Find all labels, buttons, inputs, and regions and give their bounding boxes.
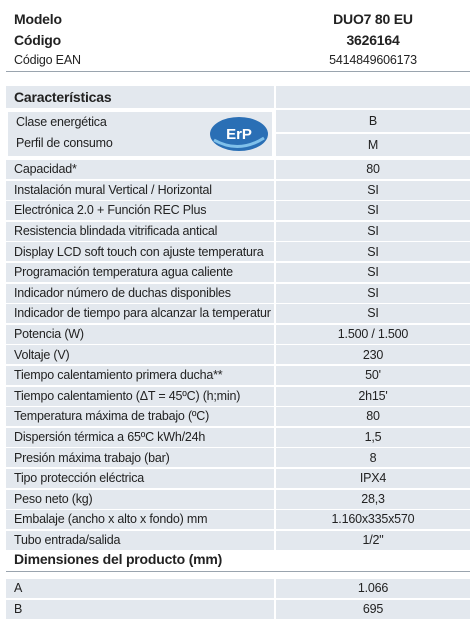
label: Código EAN (14, 53, 81, 68)
value: 50' (276, 366, 470, 385)
label: Embalaje (ancho x alto x fondo) mm (6, 510, 274, 530)
erp-logo: ErP (210, 117, 268, 151)
section-band (276, 86, 470, 108)
value: SI (276, 201, 470, 221)
value: 5414849606173 (329, 53, 417, 68)
value: 8 (276, 448, 470, 468)
divider (6, 71, 470, 72)
label: Tipo protección eléctrica (6, 469, 274, 488)
logo-text: ErP (226, 126, 252, 143)
value: 80 (276, 407, 470, 427)
value: B (276, 110, 470, 132)
value: DUO7 80 EU (333, 10, 413, 27)
value: SI (276, 242, 470, 262)
value: SI (276, 304, 470, 324)
value: 1.500 / 1.500 (276, 324, 470, 344)
label: Dispersión térmica a 65ºC kWh/24h (6, 427, 274, 447)
section-title: Dimensiones del producto (mm) (14, 551, 223, 567)
label: Presión máxima trabajo (bar) (6, 448, 274, 468)
label: Tiempo calentamiento primera ducha** (6, 366, 274, 385)
label: Código (14, 31, 62, 48)
value: SI (276, 263, 470, 282)
value: SI (276, 221, 470, 241)
label: Capacidad* (6, 160, 274, 179)
value: 1/2" (276, 530, 470, 550)
value: SI (276, 283, 470, 303)
label: Clase energética (16, 115, 107, 130)
label: B (6, 600, 274, 619)
label: Resistencia blindada vitrificada antical (6, 221, 274, 241)
label: A (6, 579, 274, 598)
divider (6, 571, 470, 572)
label: Instalación mural Vertical / Horizontal (6, 180, 274, 200)
label: Perfil de consumo (16, 136, 113, 151)
label: Temperatura máxima de trabajo (ºC) (6, 407, 274, 427)
value: SI (276, 180, 470, 200)
label: Tiempo calentamiento (ΔT = 45ºC) (h;min) (6, 386, 274, 406)
label: Potencia (W) (6, 324, 274, 344)
value: IPX4 (276, 469, 470, 488)
label: Modelo (14, 10, 62, 27)
label: Indicador de tiempo para alcanzar la tem… (6, 304, 274, 324)
value: 695 (276, 600, 470, 619)
label: Peso neto (kg) (6, 489, 274, 509)
label: Electrónica 2.0 + Función REC Plus (6, 201, 274, 221)
value: 2h15' (276, 386, 470, 406)
value: 230 (276, 345, 470, 365)
label: Voltaje (V) (6, 345, 274, 365)
value: 3626164 (346, 31, 400, 48)
value: 1,5 (276, 427, 470, 447)
value: 28,3 (276, 489, 470, 509)
value: 1.160x335x570 (276, 510, 470, 530)
value: M (276, 134, 470, 156)
label: Display LCD soft touch con ajuste temper… (6, 242, 274, 262)
label: Programación temperatura agua caliente (6, 263, 274, 282)
value: 80 (276, 160, 470, 179)
value: 1.066 (276, 579, 470, 598)
label: Tubo entrada/salida (6, 530, 274, 550)
label: Indicador número de duchas disponibles (6, 283, 274, 303)
section-title: Características (6, 86, 274, 108)
